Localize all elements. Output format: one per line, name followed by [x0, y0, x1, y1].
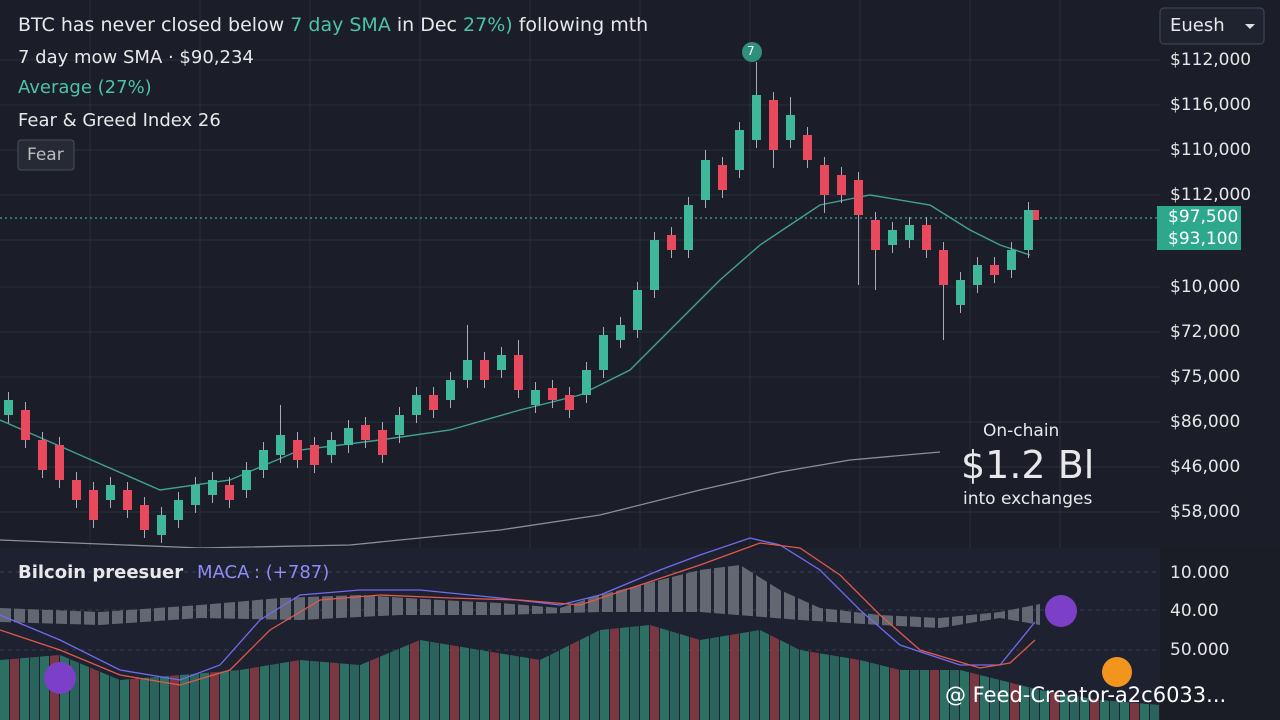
fear-badge-bg [17, 139, 75, 171]
logo-badge [1045, 595, 1077, 627]
dropdown-arrow [1245, 24, 1255, 29]
headline-text: BTC has never closed below [18, 14, 291, 36]
headline-text: following mth [512, 14, 649, 36]
watermark: @ Feed-Creator-a2c6033... [945, 683, 1227, 707]
macd-label: MACA [197, 562, 250, 583]
price-tag: $97,500 [1168, 207, 1239, 227]
price-tag: $93,100 [1168, 229, 1239, 249]
annotation-amount: $1.2 Bl [961, 443, 1095, 487]
price-axis-label: $110,000 [1170, 140, 1252, 160]
annotation-bottom: into exchanges [963, 489, 1093, 509]
headline-text: 27%) [463, 14, 513, 36]
sma-label: 7 day mow SMA · $90,234 [18, 47, 254, 68]
green-candles [4, 95, 1033, 535]
logo-badge [44, 662, 76, 694]
headline-text: in Dec [390, 14, 464, 36]
price-tag-bg [1157, 206, 1241, 250]
signal-line [0, 542, 1036, 686]
price-axis-label: $86,000 [1170, 412, 1241, 432]
bitcoin-icon [1102, 657, 1132, 687]
price-axis-label: $75,000 [1170, 367, 1241, 387]
price-axis-label: $72,000 [1170, 322, 1241, 342]
price-axis-label: $112,000 [1170, 185, 1252, 205]
price-axis-label: $10,000 [1170, 277, 1241, 297]
headline: BTC has never closed below 7 day SMA in … [18, 14, 648, 36]
indicator-axis-label: 10.000 [1170, 563, 1230, 583]
price-axis-label: $112,000 [1170, 50, 1252, 70]
indicator-axis-label: 50.000 [1170, 640, 1230, 660]
macd-line [0, 537, 1036, 681]
price-axis-label: $58,000 [1170, 502, 1241, 522]
headline-text: 7 day SMA [290, 14, 391, 36]
fear-badge: Fear [27, 145, 64, 165]
macd-histogram [0, 565, 1040, 628]
price-axis-label: $46,000 [1170, 457, 1241, 477]
peak-marker: 7 [747, 44, 755, 58]
volume-bars [0, 625, 1160, 720]
fear-greed: Fear & Greed Index 26 [18, 110, 221, 131]
dropdown-box[interactable] [1159, 7, 1265, 45]
long-ma [0, 451, 941, 549]
peak-marker-bg [742, 42, 762, 62]
sma-line [0, 194, 1031, 491]
grid [0, 0, 1160, 548]
average-label: Average (27%) [18, 77, 152, 98]
annotation-top: On-chain [983, 421, 1060, 441]
dropdown[interactable]: Euesh [1170, 15, 1225, 36]
price-axis-label: $116,000 [1170, 95, 1252, 115]
macd-value: : (+787) [254, 562, 330, 583]
indicator-name: Bilcoin preesuer [18, 562, 184, 583]
indicator-axis-label: 40.00 [1170, 601, 1219, 621]
